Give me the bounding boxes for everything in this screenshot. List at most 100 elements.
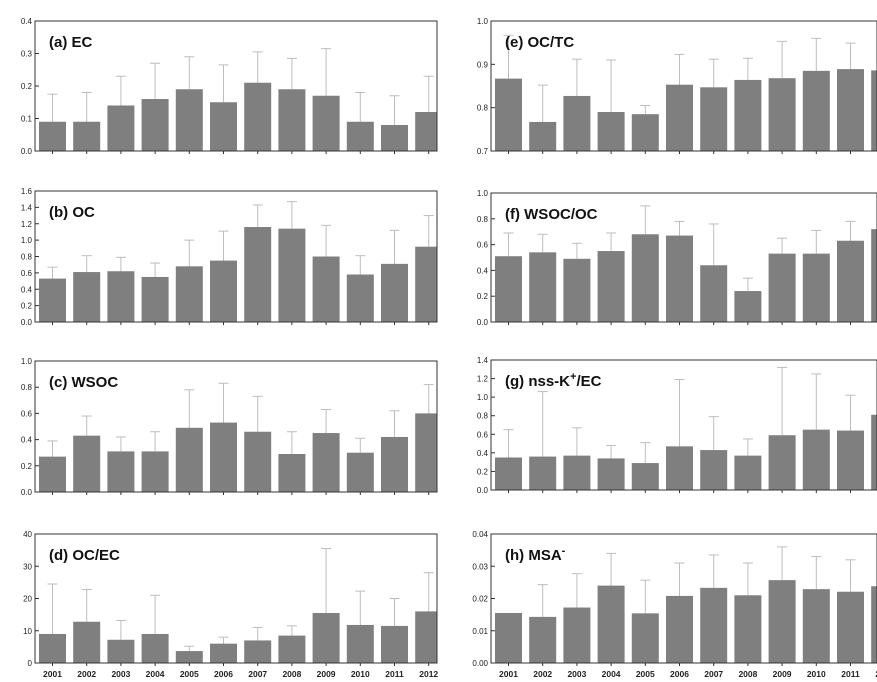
y-tick-label: 0 <box>28 659 33 668</box>
panel-title: (e) OC/TC <box>505 34 574 51</box>
bar-2001 <box>39 456 66 492</box>
bar-2005 <box>631 234 659 322</box>
bar-2003 <box>107 271 135 322</box>
bar-2010 <box>346 624 374 663</box>
bar-2011 <box>837 591 864 663</box>
x-tick-label: 2007 <box>704 669 723 679</box>
bar-2002 <box>529 456 557 490</box>
x-tick-label: 2001 <box>43 669 62 679</box>
bar-2009 <box>312 95 340 151</box>
y-tick-label: 0.0 <box>477 486 489 495</box>
x-tick-label: 2011 <box>385 669 404 679</box>
x-tick-label: 2004 <box>146 669 165 679</box>
bar-2011 <box>381 125 408 151</box>
y-tick-label: 0.7 <box>477 147 489 156</box>
x-tick-label: 2007 <box>248 669 267 679</box>
bar-2011 <box>837 430 864 490</box>
x-tick-label: 2011 <box>841 669 860 679</box>
bar-2004 <box>597 251 625 322</box>
bar-2005 <box>631 114 659 151</box>
x-tick-label: 2008 <box>282 669 301 679</box>
bar-2010 <box>346 274 374 322</box>
y-tick-label: 0.8 <box>477 215 489 224</box>
x-tick-label: 2012 <box>419 669 438 679</box>
plot-frame <box>490 20 877 152</box>
bar-2006 <box>210 422 237 492</box>
bar-2001 <box>39 121 66 151</box>
bar-2006 <box>210 260 237 322</box>
bar-2001 <box>39 278 66 322</box>
panel-title: (a) EC <box>49 34 93 51</box>
bar-2003 <box>563 258 591 322</box>
bar-2002 <box>73 121 101 151</box>
bar-2003 <box>107 639 135 663</box>
bar-2008 <box>734 455 762 490</box>
y-tick-label: 0.4 <box>21 17 33 26</box>
bar-2003 <box>563 95 591 151</box>
x-tick-label: 2001 <box>499 669 518 679</box>
y-tick-label: 0.4 <box>21 436 33 445</box>
bar-2006 <box>666 595 693 663</box>
bar-2008 <box>734 79 762 151</box>
x-tick-label: 2003 <box>567 669 586 679</box>
bar-2010 <box>346 452 374 492</box>
x-tick-label: 2005 <box>636 669 655 679</box>
y-tick-label: 0.6 <box>21 269 33 278</box>
plot-area <box>495 546 877 663</box>
y-tick-label: 0.6 <box>21 409 33 418</box>
chart-panel-6: 0.0 0.2 0.4 0.6 0.8 1.0 (f) WSOC/OC <box>477 189 877 327</box>
y-tick-label: 1.2 <box>477 375 489 384</box>
bar-2005 <box>631 463 659 490</box>
chart-panel-7: 0.0 0.2 0.4 0.6 0.8 1.0 1.2 1.4 (g) nss-K+/EC <box>477 356 877 495</box>
y-tick-label: 0.02 <box>472 595 488 604</box>
bar-2004 <box>141 451 169 492</box>
y-tick-label: 0.8 <box>21 383 33 392</box>
y-tick-label: 1.0 <box>21 236 33 245</box>
bar-2010 <box>802 429 830 490</box>
bar-2007 <box>244 227 272 322</box>
bar-2010 <box>802 253 830 322</box>
x-tick-label: 2002 <box>77 669 96 679</box>
bar-2009 <box>768 580 796 663</box>
y-tick-label: 0.03 <box>472 562 488 571</box>
y-tick-label: 40 <box>23 530 32 539</box>
bar-2009 <box>768 253 796 322</box>
y-tick-label: 0.2 <box>21 302 33 311</box>
y-tick-label: 0.2 <box>477 292 489 301</box>
bar-2009 <box>312 256 340 322</box>
x-tick-label: 2002 <box>533 669 552 679</box>
plot-area <box>39 382 437 492</box>
bar-2002 <box>529 616 557 663</box>
bar-2008 <box>734 595 762 663</box>
chart-panel-3: 0.0 0.2 0.4 0.6 0.8 1.0 (c) WSOC <box>21 357 438 497</box>
bar-2006 <box>210 102 237 151</box>
plot-area <box>39 48 437 151</box>
bar-2001 <box>495 256 522 322</box>
bar-2010 <box>802 589 830 663</box>
chart-panel-1: 0.0 0.1 0.2 0.3 0.4 (a) EC <box>21 17 438 156</box>
bar-2001 <box>495 78 522 151</box>
bar-2011 <box>381 436 408 492</box>
y-tick-label: 1.0 <box>477 393 489 402</box>
y-tick-label: 0.0 <box>21 318 33 327</box>
bar-2011 <box>381 625 408 663</box>
bar-2005 <box>175 89 203 151</box>
bar-2004 <box>141 633 169 663</box>
y-tick-label: 0.01 <box>472 627 488 636</box>
plot-area <box>39 548 437 663</box>
bar-2004 <box>141 99 169 151</box>
y-tick-label: 0.9 <box>477 60 489 69</box>
y-tick-label: 0.6 <box>477 430 489 439</box>
bar-2010 <box>346 121 374 151</box>
y-tick-label: 0.8 <box>477 104 489 113</box>
bar-2003 <box>107 451 135 492</box>
bar-2004 <box>597 112 625 151</box>
y-tick-label: 1.2 <box>21 220 33 229</box>
y-tick-label: 0.4 <box>21 285 33 294</box>
plot-area <box>39 201 437 322</box>
bar-2003 <box>107 105 135 151</box>
bar-2005 <box>175 427 203 492</box>
y-tick-label: 0.04 <box>472 530 488 539</box>
bar-2011 <box>381 263 408 322</box>
